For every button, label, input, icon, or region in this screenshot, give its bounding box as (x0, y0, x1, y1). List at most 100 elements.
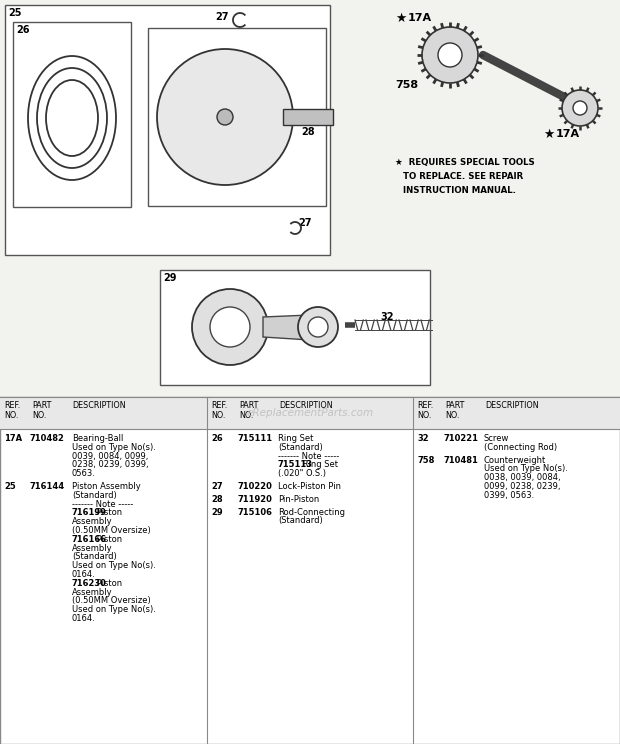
Text: NO.: NO. (4, 411, 19, 420)
Text: (Standard): (Standard) (72, 491, 117, 500)
Text: REF.: REF. (4, 401, 20, 410)
Text: Used on Type No(s).: Used on Type No(s). (72, 605, 156, 615)
Text: DESCRIPTION: DESCRIPTION (279, 401, 332, 410)
Bar (5, 5, 330, 255)
Text: 710220: 710220 (237, 482, 272, 491)
Text: (Connecting Rod): (Connecting Rod) (484, 443, 557, 452)
Text: Used on Type No(s).: Used on Type No(s). (72, 443, 156, 452)
Text: (0.50MM Oversize): (0.50MM Oversize) (72, 597, 151, 606)
Text: Piston: Piston (94, 508, 122, 517)
Bar (13, 22, 131, 207)
Bar (0, 397, 620, 744)
Text: Piston: Piston (94, 579, 122, 588)
Text: 710221: 710221 (443, 434, 478, 443)
Text: 0238, 0239, 0399,: 0238, 0239, 0399, (72, 461, 149, 469)
Text: Bearing-Ball: Bearing-Ball (72, 434, 123, 443)
Circle shape (308, 317, 328, 337)
Text: NO.: NO. (211, 411, 226, 420)
Text: Screw: Screw (484, 434, 510, 443)
Circle shape (217, 109, 233, 125)
Text: NO.: NO. (239, 411, 254, 420)
Text: REF.: REF. (211, 401, 228, 410)
Text: Counterweight: Counterweight (484, 455, 546, 464)
Bar (283, 109, 333, 125)
Text: 28: 28 (211, 495, 223, 504)
Text: REF.: REF. (417, 401, 433, 410)
Text: NO.: NO. (445, 411, 459, 420)
Text: ★: ★ (395, 12, 406, 25)
Text: 715106: 715106 (237, 507, 272, 516)
Text: 27: 27 (211, 482, 223, 491)
Bar (148, 28, 326, 206)
Text: 716144: 716144 (30, 482, 65, 491)
Text: 711920: 711920 (237, 495, 272, 504)
Text: Used on Type No(s).: Used on Type No(s). (72, 561, 156, 570)
Bar (0, 397, 207, 429)
Text: 17A: 17A (4, 434, 22, 443)
Text: Lock-Piston Pin: Lock-Piston Pin (278, 482, 341, 491)
Text: 25: 25 (4, 482, 16, 491)
Circle shape (422, 27, 478, 83)
Text: (Standard): (Standard) (278, 443, 323, 452)
Bar (160, 270, 430, 385)
Circle shape (573, 101, 587, 115)
Text: 716230: 716230 (72, 579, 107, 588)
Text: NO.: NO. (417, 411, 432, 420)
Text: (0.50MM Oversize): (0.50MM Oversize) (72, 526, 151, 535)
Text: 17A: 17A (556, 129, 580, 139)
Text: 32: 32 (417, 434, 428, 443)
Text: 27: 27 (298, 218, 311, 228)
Text: 29: 29 (163, 273, 177, 283)
Text: (Standard): (Standard) (72, 552, 117, 562)
Text: 29: 29 (211, 507, 223, 516)
Text: 0099, 0238, 0239,: 0099, 0238, 0239, (484, 482, 560, 491)
Circle shape (562, 90, 598, 126)
Text: Pin-Piston: Pin-Piston (278, 495, 319, 504)
Text: 0164.: 0164. (72, 614, 95, 623)
Text: ★: ★ (543, 128, 554, 141)
Text: PART: PART (239, 401, 259, 410)
Bar (207, 397, 413, 429)
Bar (413, 397, 620, 429)
Text: Used on Type No(s).: Used on Type No(s). (484, 464, 568, 473)
Text: Piston Assembly: Piston Assembly (72, 482, 141, 491)
Text: 28: 28 (301, 127, 315, 137)
Text: 710481: 710481 (443, 455, 478, 464)
Text: 715111: 715111 (237, 434, 272, 443)
Circle shape (210, 307, 250, 347)
Text: DESCRIPTION: DESCRIPTION (72, 401, 126, 410)
Text: 26: 26 (16, 25, 30, 35)
Text: 0563.: 0563. (72, 469, 96, 478)
Text: TO REPLACE. SEE REPAIR: TO REPLACE. SEE REPAIR (403, 172, 523, 181)
Polygon shape (263, 315, 310, 340)
Text: eReplacementParts.com: eReplacementParts.com (246, 408, 374, 418)
Text: Assembly: Assembly (72, 544, 113, 553)
Text: 0038, 0039, 0084,: 0038, 0039, 0084, (484, 473, 560, 482)
Text: 0164.: 0164. (72, 570, 95, 579)
Text: Assembly: Assembly (72, 588, 113, 597)
Text: ★  REQUIRES SPECIAL TOOLS: ★ REQUIRES SPECIAL TOOLS (395, 158, 534, 167)
Text: 716166: 716166 (72, 535, 107, 544)
Text: 710482: 710482 (30, 434, 65, 443)
Text: PART: PART (445, 401, 464, 410)
Text: Ring Set: Ring Set (278, 434, 313, 443)
Text: 32: 32 (380, 312, 394, 322)
Text: 0399, 0563.: 0399, 0563. (484, 491, 534, 500)
Text: NO.: NO. (32, 411, 46, 420)
Text: 0039, 0084, 0099,: 0039, 0084, 0099, (72, 452, 148, 461)
Text: 17A: 17A (408, 13, 432, 23)
Circle shape (438, 43, 462, 67)
Text: DESCRIPTION: DESCRIPTION (485, 401, 539, 410)
Text: PART: PART (32, 401, 51, 410)
Circle shape (192, 289, 268, 365)
Text: Piston: Piston (94, 535, 122, 544)
Circle shape (298, 307, 338, 347)
Text: 758: 758 (395, 80, 418, 90)
Text: 716199: 716199 (72, 508, 107, 517)
Text: 25: 25 (8, 8, 22, 18)
Text: ------- Note -----: ------- Note ----- (72, 500, 133, 509)
Text: 27: 27 (215, 12, 229, 22)
Text: 758: 758 (417, 455, 435, 464)
Text: ------- Note -----: ------- Note ----- (278, 452, 339, 461)
Text: Assembly: Assembly (72, 517, 113, 526)
